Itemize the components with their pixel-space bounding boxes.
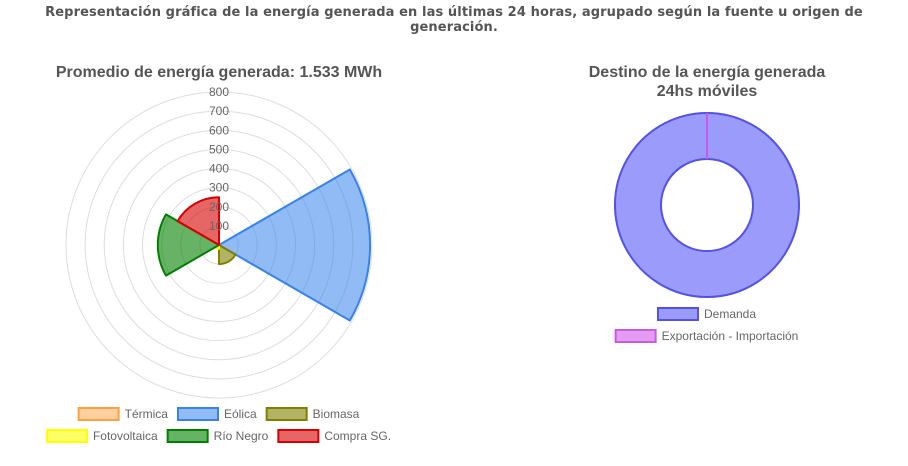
polar-legend: Térmica Eólica Biomasa Fotovoltaica Río Negr… (45, 407, 391, 443)
legend-label: Térmica (125, 407, 169, 421)
page-subtitle: Representación gráfica de la energía gen… (45, 5, 863, 35)
legend-label: Fotovoltaica (93, 429, 158, 443)
legend-swatch (176, 407, 219, 421)
doughnut-slice-demanda (614, 112, 800, 298)
legend-label: Demanda (704, 307, 756, 321)
legend-swatch (277, 429, 320, 443)
legend-swatch (265, 407, 308, 421)
polar-tick-label: 200 (209, 200, 229, 214)
legend-swatch (166, 429, 209, 443)
polar-sector-biomasa (218, 244, 237, 266)
legend-label: Eólica (224, 407, 257, 421)
polar-area-chart: Promedio de energía generada: 1.533 MWh … (45, 64, 391, 443)
polar-sector-eolica (218, 168, 372, 322)
polar-legend-item-biomasa: Biomasa (265, 407, 360, 421)
polar-legend-item-fotovoltaica: Fotovoltaica (45, 429, 158, 443)
polar-tick-label: 500 (209, 142, 229, 156)
legend-swatch (45, 429, 88, 443)
polar-tick-label: 400 (209, 162, 229, 176)
doughnut-chart: Destino de la energía generada 24hs móvi… (589, 64, 826, 343)
polar-legend-item-eolica: Eólica (176, 407, 257, 421)
polar-sector-rio-negro (156, 213, 220, 277)
polar-tick-label: 600 (209, 123, 229, 137)
legend-label: Biomasa (313, 407, 360, 421)
doughnut-chart-title-line1: Destino de la energía generada (589, 64, 826, 81)
polar-chart-title: Promedio de energía generada: 1.533 MWh (56, 64, 382, 81)
polar-tick-label: 300 (209, 181, 229, 195)
doughnut-legend-item-demanda: Demanda (656, 307, 756, 321)
polar-grid-ring (65, 91, 373, 399)
polar-legend-item-rio-negro: Río Negro (166, 429, 269, 443)
polar-tick-labels: 100 200 300 400 500 600 700 800 (209, 85, 229, 233)
doughnut-legend-item-exportacion-importacion: Exportación - Importación (614, 329, 799, 343)
legend-swatch (77, 407, 120, 421)
doughnut-legend: Demanda Exportación - Importación (614, 307, 799, 343)
polar-tick-label: 800 (209, 85, 229, 99)
legend-label: Exportación - Importación (662, 329, 799, 343)
doughnut-chart-title-line2: 24hs móviles (657, 83, 758, 100)
legend-label: Río Negro (214, 429, 269, 443)
polar-legend-item-termica: Térmica (77, 407, 169, 421)
polar-legend-item-compra-sg: Compra SG. (277, 429, 391, 443)
polar-sector-compra-sg (176, 196, 220, 246)
doughnut-slices (614, 112, 800, 298)
polar-sectors (156, 168, 372, 322)
legend-swatch (614, 329, 657, 343)
polar-tick-label: 700 (209, 104, 229, 118)
legend-label: Compra SG. (324, 429, 391, 443)
polar-tick-label: 100 (209, 219, 229, 233)
legend-swatch (656, 307, 699, 321)
